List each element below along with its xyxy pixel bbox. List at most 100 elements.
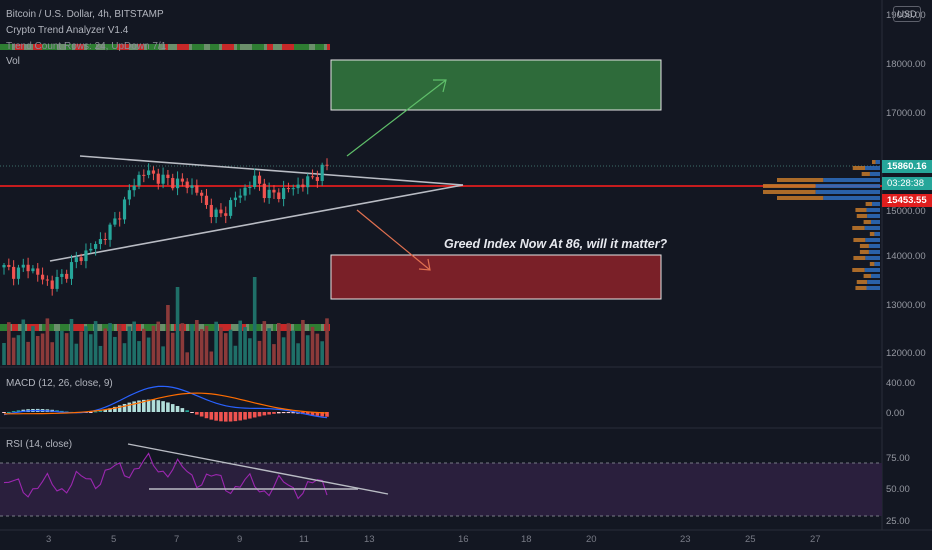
trend-strip-cell bbox=[24, 44, 27, 50]
trend-strip-cell bbox=[222, 44, 225, 50]
candle-body bbox=[21, 264, 25, 268]
trend-strip-cell bbox=[228, 324, 231, 331]
candle-body bbox=[310, 176, 315, 178]
candle-body bbox=[286, 188, 291, 190]
macd-histogram-bar bbox=[305, 412, 310, 415]
trend-strip-cell bbox=[141, 44, 144, 50]
trend-strip-cell bbox=[75, 44, 78, 50]
macd-histogram-bar bbox=[262, 412, 267, 416]
trend-strip-cell bbox=[270, 44, 273, 50]
macd-histogram-bar bbox=[103, 409, 108, 412]
trend-strip-cell bbox=[318, 324, 321, 331]
volume-bar bbox=[252, 277, 257, 365]
macd-line bbox=[3, 385, 328, 419]
trend-strip-cell bbox=[327, 44, 330, 50]
indicator-legend-trend-analyzer[interactable]: Crypto Trend Analyzer V1.4 bbox=[6, 25, 129, 36]
trend-strip-cell bbox=[255, 324, 258, 331]
macd-histogram-bar bbox=[132, 401, 136, 412]
trend-strip-cell bbox=[105, 44, 108, 50]
time-axis-label: 16 bbox=[458, 534, 469, 545]
macd-histogram-bar bbox=[204, 412, 209, 419]
trend-strip-cell bbox=[306, 324, 309, 331]
trend-strip-cell bbox=[87, 44, 90, 50]
candle-body bbox=[325, 164, 329, 166]
candle-body bbox=[161, 174, 165, 184]
chart-annotation-text[interactable]: Greed Index Now At 86, will it matter? bbox=[444, 237, 668, 251]
volume-profile-bar bbox=[853, 256, 866, 260]
upper-trendline[interactable] bbox=[79, 155, 464, 186]
volume-bar bbox=[223, 333, 228, 365]
time-axis-label: 13 bbox=[364, 534, 375, 545]
candle-body bbox=[219, 209, 223, 214]
trend-strip-cell bbox=[63, 44, 66, 50]
candle-body bbox=[2, 264, 6, 268]
macd-histogram-bar bbox=[315, 412, 320, 416]
macd-histogram-bar bbox=[93, 411, 98, 413]
currency-button[interactable]: USD bbox=[893, 6, 921, 22]
trend-strip-cell bbox=[171, 324, 174, 331]
macd-histogram-bar bbox=[166, 402, 170, 412]
candle-body bbox=[137, 174, 141, 186]
volume-profile-bar bbox=[874, 232, 880, 236]
macd-histogram-bar bbox=[310, 412, 315, 416]
indicator-legend-rsi[interactable]: RSI (14, close) bbox=[6, 439, 73, 450]
macd-histogram-bar bbox=[137, 400, 141, 412]
trend-strip-cell bbox=[309, 44, 312, 50]
trend-strip-cell bbox=[33, 44, 36, 50]
candle-body bbox=[320, 164, 324, 181]
candle-body bbox=[185, 181, 189, 188]
trend-strip-cell bbox=[321, 324, 324, 331]
volume-profile-bar bbox=[853, 238, 866, 242]
volume-bar bbox=[291, 330, 296, 365]
bullish-target-box[interactable] bbox=[330, 59, 662, 111]
macd-histogram-bar bbox=[170, 404, 175, 412]
trend-strip-cell bbox=[102, 324, 105, 331]
lower-trendline[interactable] bbox=[49, 184, 464, 262]
candle-body bbox=[228, 200, 233, 216]
trend-strip-cell bbox=[63, 324, 66, 331]
volume-bar bbox=[175, 287, 180, 365]
trend-strip-cell bbox=[285, 44, 288, 50]
candle-body bbox=[156, 173, 160, 184]
macd-histogram-bar bbox=[276, 412, 281, 414]
trend-strip-cell bbox=[150, 324, 153, 331]
indicator-legend-volume[interactable]: Vol bbox=[6, 56, 20, 67]
chart-title[interactable]: Bitcoin / U.S. Dollar, 4h, BITSTAMP bbox=[6, 9, 164, 20]
volume-profile-bar bbox=[823, 178, 880, 182]
macd-histogram-bar bbox=[127, 402, 132, 412]
candle-body bbox=[306, 176, 310, 188]
rsi-trendline[interactable] bbox=[127, 443, 389, 495]
trend-strip-cell bbox=[75, 324, 78, 331]
bearish-target-box[interactable] bbox=[330, 254, 662, 300]
trend-strip-cell bbox=[159, 44, 162, 50]
macd-histogram-bar bbox=[320, 412, 324, 417]
candle-body bbox=[214, 209, 218, 218]
volume-profile-bar bbox=[855, 286, 867, 290]
candle-body bbox=[84, 250, 88, 262]
candle-body bbox=[127, 190, 131, 200]
macd-axis-label-0: 0.00 bbox=[886, 408, 905, 419]
trend-strip-cell bbox=[294, 44, 297, 50]
trend-strip-cell bbox=[210, 44, 213, 50]
rsi-axis-label-75: 75.00 bbox=[886, 453, 910, 464]
trend-strip-cell bbox=[162, 44, 165, 50]
bearish-arrow[interactable] bbox=[356, 209, 431, 271]
volume-bar bbox=[16, 335, 21, 365]
trend-strip-cell bbox=[189, 44, 192, 50]
candle-body bbox=[209, 204, 213, 218]
macd-histogram-bar bbox=[142, 399, 146, 412]
volume-bar bbox=[108, 323, 112, 365]
volume-profile-bar bbox=[861, 172, 870, 176]
price-axis-label-14000: 14000.00 bbox=[886, 251, 926, 262]
volume-bar bbox=[64, 333, 69, 365]
trend-strip-cell bbox=[186, 324, 189, 331]
trend-strip-cell bbox=[24, 324, 27, 331]
macd-histogram-bar bbox=[223, 412, 228, 422]
bullish-arrow[interactable] bbox=[346, 79, 447, 157]
trend-strip-cell bbox=[198, 324, 201, 331]
indicator-legend-macd[interactable]: MACD (12, 26, close, 9) bbox=[6, 378, 113, 389]
volume-profile-bar bbox=[863, 220, 871, 224]
trend-strip-cell bbox=[219, 44, 222, 50]
trend-strip-cell bbox=[186, 44, 189, 50]
